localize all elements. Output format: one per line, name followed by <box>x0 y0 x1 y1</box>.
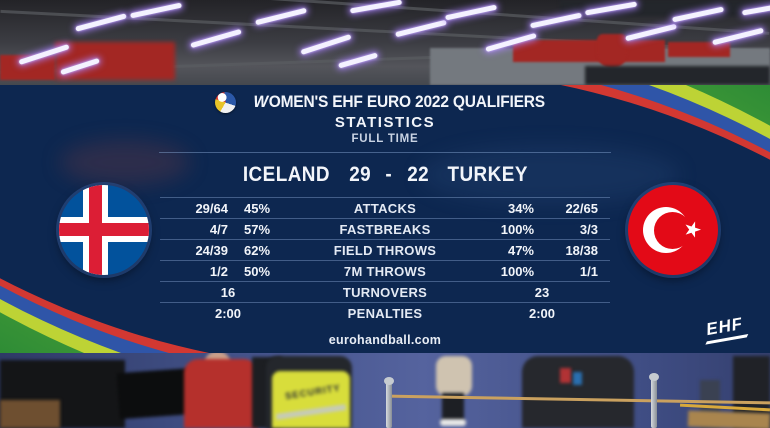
iceland-flag-icon <box>59 185 149 275</box>
vest-reflective-stripe <box>275 404 347 420</box>
flag-stripe <box>59 223 149 236</box>
person-red-shirt <box>184 359 258 428</box>
home-pct: 62% <box>244 242 271 258</box>
person-legs <box>442 393 464 423</box>
website-url: eurohandball.com <box>328 333 442 347</box>
turkey-flag-icon <box>628 185 718 275</box>
title-letter-w: W <box>251 92 271 111</box>
table-row: 4/7 57% FASTBREAKS 100% 3/3 <box>160 218 610 239</box>
blue-collar <box>573 372 582 385</box>
red-banner <box>55 42 175 80</box>
stat-label: ATTACKS <box>353 200 417 216</box>
home-pct: 50% <box>244 263 271 279</box>
home-pct: 57% <box>244 221 271 237</box>
security-vest-label: SECURITY <box>284 382 342 403</box>
competition-title: WOMEN'S EHF EURO 2022 QUALIFIERS <box>251 92 546 112</box>
red-banner <box>668 42 730 57</box>
home-value: 1/2 <box>209 263 228 279</box>
barrier-post <box>386 382 392 428</box>
panel-haze <box>420 145 680 205</box>
table-row: 2:00 PENALTIES 2:00 <box>160 302 610 323</box>
table-row: 1/2 50% 7M THROWS 100% 1/1 <box>160 260 610 281</box>
spectator-stands <box>585 66 770 85</box>
away-value: 22/65 <box>565 200 598 216</box>
home-value: 2:00 <box>214 305 242 321</box>
home-score: 29 <box>348 163 371 186</box>
stat-label: FIELD THROWS <box>333 242 437 258</box>
ribbon-swoosh-bottom-left <box>0 173 330 353</box>
arena-floor: SECURITY <box>0 351 770 428</box>
wooden-floor <box>687 410 770 428</box>
away-score: 22 <box>406 163 429 186</box>
away-pct: 100% <box>500 263 534 279</box>
barrier-post <box>651 378 657 428</box>
away-pct: 100% <box>500 221 534 237</box>
panel-haze <box>60 140 190 185</box>
barrier-post-knob <box>384 377 394 385</box>
ceiling-light <box>300 34 352 55</box>
away-team-name: TURKEY <box>447 163 528 186</box>
table-row: 29/64 45% ATTACKS 34% 22/65 <box>160 197 610 218</box>
ceiling-light <box>190 28 242 49</box>
ceiling-light <box>130 2 182 19</box>
home-pct: 45% <box>244 200 271 216</box>
ehf-euro-ball-logo-icon <box>215 91 237 113</box>
stat-label: TURNOVERS <box>342 284 428 300</box>
wooden-floor <box>0 400 60 428</box>
away-value: 1/1 <box>579 263 598 279</box>
score-separator: - <box>385 163 393 186</box>
table-row: 16 TURNOVERS 23 <box>160 281 610 302</box>
table-row: 24/39 62% FIELD THROWS 47% 18/38 <box>160 239 610 260</box>
red-shield-banner <box>597 34 627 68</box>
person-beige-jacket <box>436 356 472 396</box>
match-time-label: FULL TIME <box>351 133 419 145</box>
home-value: 4/7 <box>209 221 228 237</box>
stat-label: PENALTIES <box>347 305 423 321</box>
away-value: 3/3 <box>579 221 598 237</box>
stat-label: 7M THROWS <box>343 263 427 279</box>
security-vest: SECURITY <box>272 371 350 428</box>
red-banner <box>513 40 665 62</box>
arena-ceiling <box>0 0 770 85</box>
barrier-post-knob <box>649 373 659 381</box>
red-scarf <box>560 368 571 383</box>
competition-header: WOMEN'S EHF EURO 2022 QUALIFIERS <box>0 91 770 113</box>
crescent-inner <box>654 212 691 249</box>
home-team-name: ICELAND <box>242 163 330 186</box>
away-pct: 34% <box>507 200 534 216</box>
score-line: ICELAND 29 - 22 TURKEY <box>0 158 770 192</box>
away-pct: 47% <box>507 242 534 258</box>
stats-table: 29/64 45% ATTACKS 34% 22/65 4/7 57% FAST… <box>160 197 610 323</box>
home-value: 24/39 <box>195 242 228 258</box>
white-shoes <box>440 419 466 426</box>
away-value: 23 <box>534 284 550 300</box>
away-value: 2:00 <box>528 305 556 321</box>
person-dark-jacket <box>522 356 634 428</box>
header-divider <box>159 152 611 153</box>
home-value: 16 <box>220 284 236 300</box>
home-value: 29/64 <box>195 200 228 216</box>
away-value: 18/38 <box>565 242 598 258</box>
title-rest: OMEN'S EHF EURO 2022 QUALIFIERS <box>269 92 546 111</box>
ceiling-light <box>255 7 307 26</box>
stat-label: FASTBREAKS <box>339 221 431 237</box>
panel-subtitle: STATISTICS <box>334 114 436 131</box>
